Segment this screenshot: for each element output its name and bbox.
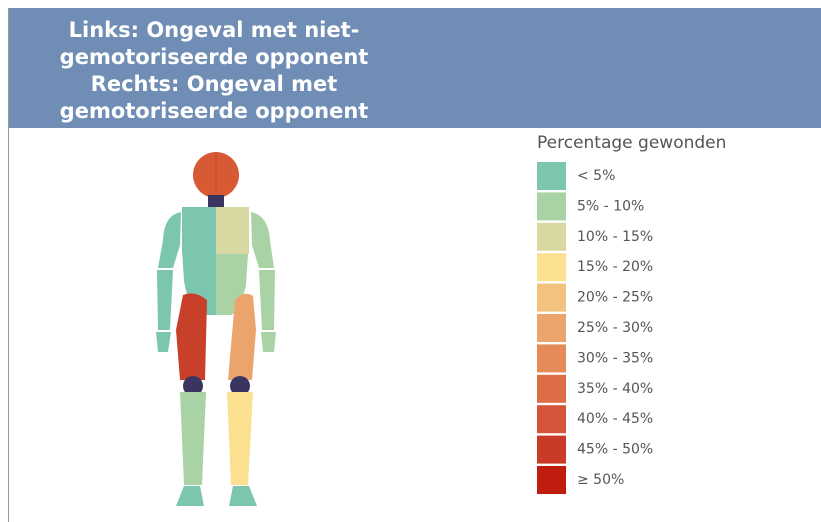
upper-arm-left	[158, 212, 181, 268]
legend-label: 10% - 15%	[577, 229, 653, 245]
header-bar	[8, 8, 821, 128]
forearm-right	[259, 270, 275, 330]
neck	[208, 195, 224, 207]
knee-left	[183, 376, 203, 396]
upper-arm-right	[251, 212, 274, 268]
legend-swatch	[537, 222, 566, 251]
legend-label: < 5%	[577, 168, 615, 184]
title-line: gemotoriseerde opponent	[60, 99, 369, 123]
legend-swatch	[537, 253, 566, 282]
hand-right	[261, 332, 276, 352]
torso-right-upper	[216, 207, 249, 254]
forearm-left	[157, 270, 173, 330]
hand-left	[156, 332, 171, 352]
legend-label: 5% - 10%	[577, 198, 644, 214]
legend-swatch	[537, 162, 566, 190]
shin-right	[227, 392, 253, 485]
legend-swatch	[537, 283, 566, 312]
legend-swatch	[537, 435, 566, 464]
foot-left	[176, 486, 204, 506]
thigh-right	[228, 293, 256, 380]
legend-label: 25% - 30%	[577, 320, 653, 336]
legend-title: Percentage gewonden	[537, 133, 726, 153]
legend-label: 20% - 25%	[577, 290, 653, 306]
legend-swatch	[537, 405, 566, 434]
title-line: Rechts: Ongeval met	[91, 72, 338, 96]
knee-right	[230, 376, 250, 396]
legend-swatch	[537, 374, 566, 403]
legend-swatch	[537, 314, 566, 342]
body-figure	[156, 152, 276, 506]
legend-swatch	[537, 192, 566, 221]
legend-swatch	[537, 344, 566, 373]
title-line: Links: Ongeval met niet-	[69, 18, 360, 42]
legend-label: ≥ 50%	[577, 472, 624, 488]
legend: < 5% 5% - 10% 10% - 15% 15% - 20% 20% - 25% 2…	[537, 162, 653, 494]
torso-left	[182, 207, 216, 315]
legend-label: 45% - 50%	[577, 442, 653, 458]
foot-right	[229, 486, 257, 506]
legend-label: 30% - 35%	[577, 350, 653, 366]
legend-swatch	[537, 466, 566, 494]
thigh-left	[176, 293, 207, 380]
legend-label: 15% - 20%	[577, 259, 653, 275]
shin-left	[180, 392, 206, 485]
legend-label: 35% - 40%	[577, 381, 653, 397]
legend-label: 40% - 45%	[577, 411, 653, 427]
title-line: gemotoriseerde opponent	[60, 45, 369, 69]
header-title: Links: Ongeval met niet-gemotoriseerde o…	[60, 18, 369, 123]
